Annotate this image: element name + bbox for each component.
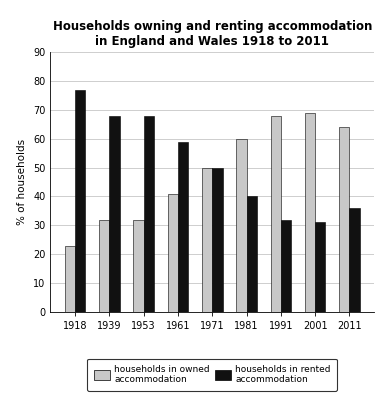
Bar [110, 116, 120, 312]
Bar [236, 139, 247, 312]
Bar [202, 168, 212, 312]
Y-axis label: % of households: % of households [17, 139, 27, 225]
Bar [349, 208, 360, 312]
Bar [339, 127, 349, 312]
Bar [247, 196, 257, 312]
Title: Households owning and renting accommodation
in England and Wales 1918 to 2011: Households owning and renting accommodat… [52, 20, 372, 48]
Bar [212, 168, 223, 312]
Bar [99, 220, 110, 312]
Bar [178, 142, 188, 312]
Bar [281, 220, 291, 312]
Bar [65, 246, 75, 312]
Bar [75, 90, 85, 312]
Legend: households in owned
accommodation, households in rented
accommodation: households in owned accommodation, house… [87, 359, 337, 391]
Bar [315, 222, 325, 312]
Bar [305, 113, 315, 312]
Bar [168, 194, 178, 312]
Bar [271, 116, 281, 312]
Bar [144, 116, 154, 312]
Bar [134, 220, 144, 312]
